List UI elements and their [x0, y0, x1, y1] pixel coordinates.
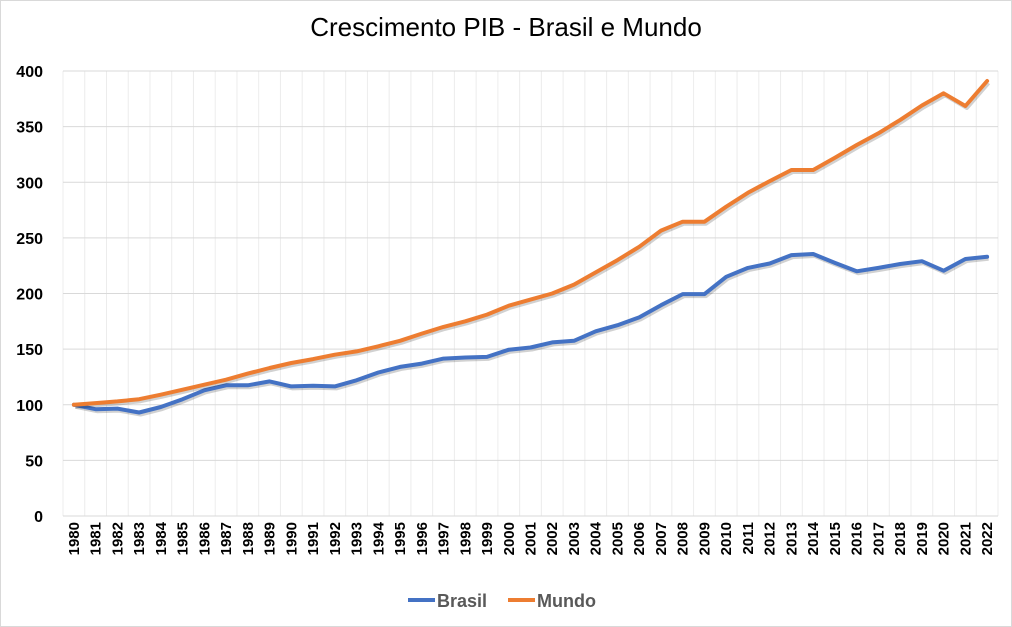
y-tick-label: 200 [16, 287, 43, 304]
x-tick-label: 2004 [588, 521, 605, 555]
x-tick-label: 2008 [675, 522, 692, 555]
x-tick-label: 2015 [827, 522, 844, 555]
x-tick-label: 1999 [479, 522, 496, 555]
series-shadow-brasil [75, 254, 989, 417]
x-tick-label: 1988 [240, 522, 257, 555]
x-tick-label: 1989 [262, 522, 279, 555]
x-tick-label: 2002 [544, 522, 561, 555]
y-tick-label: 350 [16, 120, 43, 137]
x-tick-label: 1997 [436, 522, 453, 555]
x-tick-label: 2010 [718, 522, 735, 555]
x-tick-label: 2005 [609, 522, 626, 555]
x-tick-label: 1996 [414, 522, 431, 555]
series-line-brasil [71, 252, 990, 415]
x-tick-label: 2000 [501, 522, 518, 555]
y-tick-label: 100 [16, 398, 43, 415]
x-tick-label: 1980 [66, 522, 83, 555]
x-tick-label: 1992 [327, 522, 344, 555]
x-tick-label: 1991 [305, 522, 322, 555]
x-tick-label: 2021 [957, 522, 974, 555]
x-tick-label: 1983 [131, 522, 148, 555]
y-tick-label: 250 [16, 231, 43, 248]
x-tick-label: 1990 [283, 522, 300, 555]
x-tick-label: 2011 [740, 522, 757, 555]
x-tick-label: 1994 [370, 521, 387, 555]
x-tick-label: 2017 [870, 522, 887, 555]
x-tick-label: 1981 [88, 522, 105, 555]
legend-label-mundo: Mundo [537, 591, 596, 611]
x-tick-label: 1987 [218, 522, 235, 555]
series-line-mundo [71, 79, 990, 407]
y-tick-label: 300 [16, 175, 43, 192]
x-tick-label: 2022 [979, 522, 996, 555]
x-tick-label: 2018 [892, 522, 909, 555]
x-tick-label: 2012 [762, 522, 779, 555]
chart-title: Crescimento PIB - Brasil e Mundo [310, 12, 702, 42]
x-tick-label: 1986 [196, 522, 213, 555]
legend-label-brasil: Brasil [437, 591, 487, 611]
x-tick-label: 2003 [566, 522, 583, 555]
x-tick-label: 2006 [631, 522, 648, 555]
x-tick-label: 1995 [392, 522, 409, 555]
x-tick-label: 2007 [653, 522, 670, 555]
x-tick-label: 1984 [153, 521, 170, 555]
x-tick-label: 1985 [175, 522, 192, 555]
x-tick-label: 2009 [696, 522, 713, 555]
x-tick-label: 2019 [914, 522, 931, 555]
x-tick-label: 2020 [936, 522, 953, 555]
series-shadow-mundo [75, 81, 991, 409]
x-tick-label: 2013 [783, 522, 800, 555]
x-tick-label: 2001 [523, 522, 540, 555]
y-tick-label: 0 [34, 509, 43, 526]
y-tick-label: 400 [16, 64, 43, 81]
y-tick-label: 50 [25, 453, 43, 470]
x-tick-label: 2014 [805, 521, 822, 555]
x-tick-label: 1998 [457, 522, 474, 555]
y-tick-label: 150 [16, 342, 43, 359]
x-tick-label: 1993 [349, 522, 366, 555]
x-tick-label: 2016 [849, 522, 866, 555]
x-tick-label: 1982 [109, 522, 126, 555]
